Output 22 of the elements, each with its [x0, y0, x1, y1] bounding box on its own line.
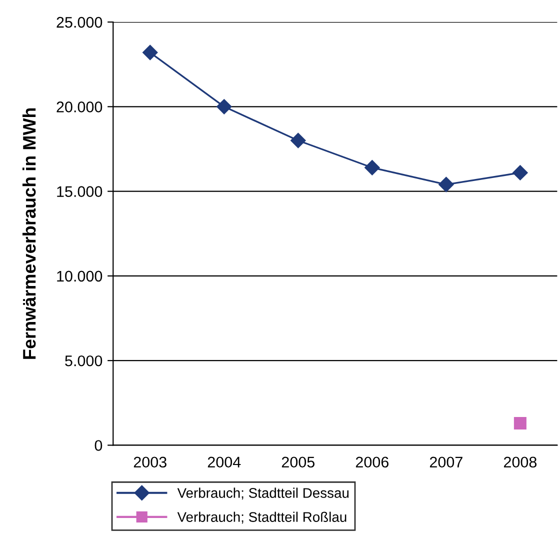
point — [514, 416, 526, 430]
x-tick-label: 2008 — [504, 456, 537, 468]
y-tick-label: 20.000 — [56, 102, 102, 112]
x-tick-label: 2006 — [356, 456, 388, 468]
y-tick-label: 0 — [94, 440, 102, 451]
legend-label: Verbrauch; Stadtteil Roßlau — [177, 512, 346, 524]
y-tick-label: 25.000 — [56, 16, 102, 28]
legend-label: Verbrauch; Stadtteil Dessau — [177, 488, 349, 500]
point — [364, 160, 380, 176]
point — [512, 165, 528, 180]
point — [142, 44, 158, 60]
y-axis-title: Fernwärmeverbrauch in MWh — [22, 108, 36, 359]
y-tick-label: 10.000 — [57, 270, 102, 282]
x-tick-label: 2004 — [208, 456, 241, 468]
y-tick-label: 5.000 — [65, 355, 102, 366]
point — [438, 176, 454, 192]
point — [216, 99, 232, 114]
x-tick-label: 2005 — [282, 456, 315, 468]
x-tick-label: 2007 — [430, 456, 462, 468]
y-tick-label: 15.000 — [57, 186, 102, 197]
point — [290, 132, 306, 148]
x-tick-label: 2003 — [134, 456, 166, 468]
